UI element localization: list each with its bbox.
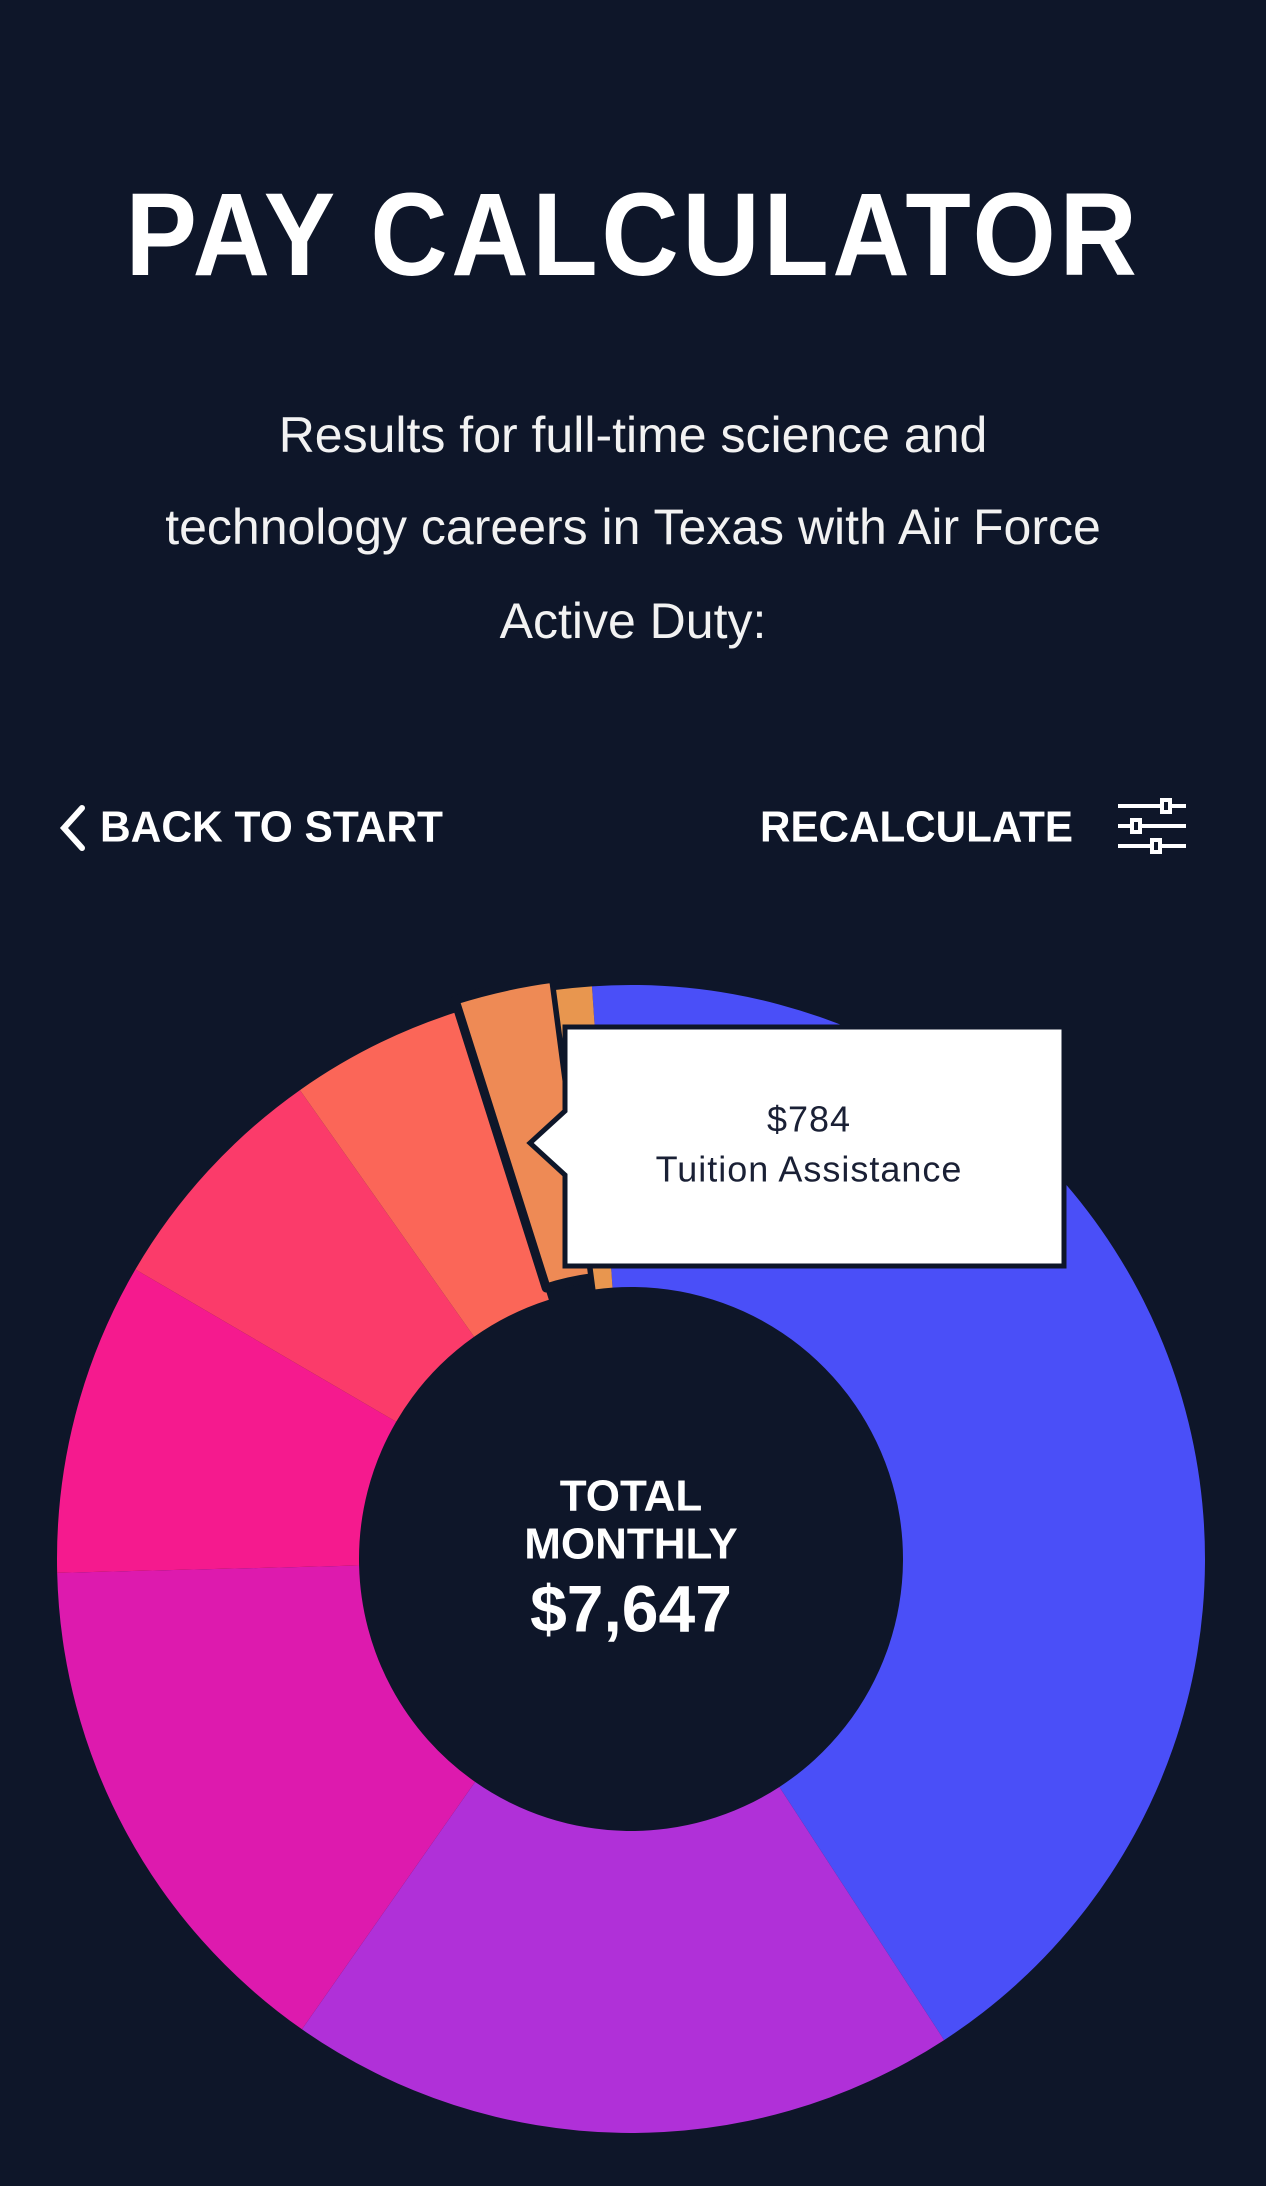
center-total: $7,647 <box>530 1571 732 1645</box>
back-button[interactable]: BACK TO START <box>59 803 443 852</box>
subtitle-line: Results for full-time science and <box>279 407 988 463</box>
slice <box>57 1269 397 1573</box>
slice <box>57 1565 476 2030</box>
tooltip: $784 Tuition Assistance <box>526 1024 1067 1269</box>
back-label: BACK TO START <box>100 803 443 852</box>
page-title: PAY CALCULATOR <box>126 169 1141 301</box>
slice <box>301 1781 945 2133</box>
center-label: TOTAL <box>560 1472 703 1521</box>
donut-chart <box>57 973 1205 2133</box>
center-label: MONTHLY <box>524 1520 738 1569</box>
tooltip-box <box>526 1024 1067 1269</box>
center-summary: TOTAL MONTHLY $7,647 <box>524 1472 738 1646</box>
subtitle-line: Active Duty: <box>500 593 767 649</box>
tooltip-label: Tuition Assistance <box>656 1149 963 1190</box>
slice <box>135 1090 475 1422</box>
highlighted-slice <box>450 973 598 1293</box>
recalculate-label: RECALCULATE <box>760 803 1073 852</box>
tooltip-value: $784 <box>767 1099 851 1140</box>
settings-icon <box>1118 798 1186 854</box>
subtitle-line: technology careers in Texas with Air For… <box>165 499 1101 555</box>
slice <box>299 1011 549 1337</box>
recalculate-button[interactable]: RECALCULATE <box>760 798 1186 854</box>
chevron-icon <box>59 805 85 851</box>
